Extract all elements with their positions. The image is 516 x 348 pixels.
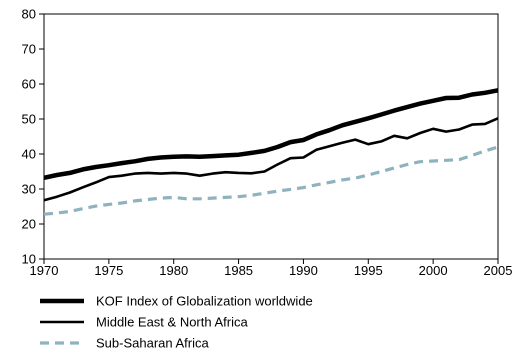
series-line-1 — [43, 88, 499, 180]
legend: KOF Index of Globalization worldwide Midd… — [40, 294, 313, 348]
axes: 10 20 30 40 50 60 70 80 1970 1975 1980 1985 1990 1995… — [22, 7, 513, 279]
x-tick-label: 1975 — [94, 263, 123, 278]
x-tick-label: 1995 — [354, 263, 383, 278]
y-tick-label: 60 — [22, 77, 36, 92]
legend-label-2: Middle East & North Africa — [96, 315, 248, 330]
y-tick-label: 20 — [22, 217, 36, 232]
y-tick-label: 70 — [22, 42, 36, 57]
x-tick-label: 1985 — [224, 263, 253, 278]
y-tick-label: 30 — [22, 182, 36, 197]
y-tick-label: 50 — [22, 112, 36, 127]
plot-frame — [43, 13, 499, 260]
x-tick-label: 1990 — [289, 263, 318, 278]
x-tick-label: 1980 — [159, 263, 188, 278]
y-tick-label: 80 — [22, 7, 36, 22]
x-tick-label: 2000 — [419, 263, 448, 278]
series-line-2 — [43, 117, 499, 202]
series-line-3 — [43, 145, 499, 216]
y-tick-label: 10 — [22, 252, 36, 267]
series-layer — [43, 88, 499, 216]
plot-area — [43, 13, 499, 260]
legend-label-1: KOF Index of Globalization worldwide — [96, 294, 313, 309]
x-tick-label: 1970 — [30, 263, 59, 278]
y-tick-label: 40 — [22, 147, 36, 162]
x-tick-label: 2005 — [484, 263, 513, 278]
legend-label-3: Sub-Saharan Africa — [96, 336, 210, 348]
